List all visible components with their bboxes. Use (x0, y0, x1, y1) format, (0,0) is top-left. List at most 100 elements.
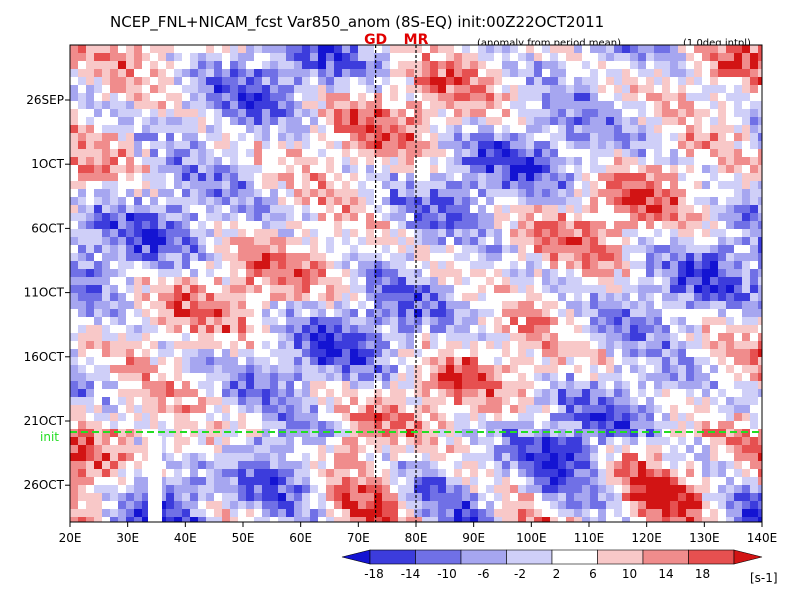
field-cell (558, 221, 567, 230)
field-cell (518, 45, 527, 54)
field-cell (358, 477, 367, 486)
field-cell (478, 277, 487, 286)
field-cell (318, 461, 327, 470)
field-cell (206, 357, 215, 366)
field-cell (486, 493, 495, 502)
field-cell (654, 253, 663, 262)
field-cell (326, 205, 335, 214)
field-cell (646, 493, 655, 502)
field-cell (734, 341, 743, 350)
field-cell (118, 213, 127, 222)
field-cell (326, 85, 335, 94)
field-cell (326, 365, 335, 374)
field-cell (382, 485, 391, 494)
field-cell (286, 477, 295, 486)
field-cell (438, 309, 447, 318)
field-cell (438, 181, 447, 190)
field-cell (718, 341, 727, 350)
field-cell (302, 397, 311, 406)
field-cell (326, 277, 335, 286)
field-cell (262, 93, 271, 102)
field-cell (182, 197, 191, 206)
field-cell (126, 93, 135, 102)
field-cell (478, 229, 487, 238)
field-cell (206, 173, 215, 182)
field-cell (646, 309, 655, 318)
field-cell (230, 157, 239, 166)
field-cell (198, 309, 207, 318)
field-cell (398, 165, 407, 174)
field-cell (86, 341, 95, 350)
field-cell (270, 389, 279, 398)
field-cell (502, 341, 511, 350)
field-cell (150, 245, 159, 254)
field-cell (278, 93, 287, 102)
field-cell (502, 213, 511, 222)
field-cell (286, 261, 295, 270)
field-cell (718, 117, 727, 126)
field-cell (718, 165, 727, 174)
field-cell (446, 389, 455, 398)
field-cell (678, 341, 687, 350)
field-cell (222, 461, 231, 470)
field-cell (422, 325, 431, 334)
field-cell (686, 165, 695, 174)
field-cell (534, 493, 543, 502)
field-cell (342, 325, 351, 334)
field-cell (374, 197, 383, 206)
field-cell (550, 421, 559, 430)
field-cell (126, 301, 135, 310)
field-cell (134, 221, 143, 230)
field-cell (166, 293, 175, 302)
field-cell (606, 245, 615, 254)
field-cell (750, 373, 759, 382)
field-cell (102, 117, 111, 126)
field-cell (406, 133, 415, 142)
field-cell (694, 197, 703, 206)
field-cell (654, 453, 663, 462)
field-cell (118, 301, 127, 310)
field-cell (222, 117, 231, 126)
field-cell (214, 285, 223, 294)
field-cell (590, 85, 599, 94)
field-cell (134, 53, 143, 62)
field-cell (446, 173, 455, 182)
field-cell (662, 301, 671, 310)
field-cell (142, 461, 151, 470)
field-cell (590, 189, 599, 198)
field-cell (422, 277, 431, 286)
field-cell (630, 277, 639, 286)
field-cell (718, 125, 727, 134)
field-cell (350, 333, 359, 342)
field-cell (374, 309, 383, 318)
field-cell (374, 301, 383, 310)
field-cell (70, 93, 79, 102)
field-cell (174, 213, 183, 222)
field-cell (614, 269, 623, 278)
field-cell (246, 45, 255, 54)
field-cell (238, 285, 247, 294)
field-cell (406, 349, 415, 358)
field-cell (310, 109, 319, 118)
field-cell (654, 245, 663, 254)
field-cell (510, 493, 519, 502)
field-cell (710, 141, 719, 150)
field-cell (542, 85, 551, 94)
field-cell (622, 477, 631, 486)
field-cell (134, 397, 143, 406)
field-cell (670, 325, 679, 334)
field-cell (630, 181, 639, 190)
field-cell (326, 413, 335, 422)
field-cell (462, 469, 471, 478)
field-cell (550, 173, 559, 182)
field-cell (702, 61, 711, 70)
field-cell (222, 237, 231, 246)
field-cell (654, 125, 663, 134)
field-cell (374, 237, 383, 246)
field-cell (246, 237, 255, 246)
field-cell (622, 93, 631, 102)
field-cell (382, 397, 391, 406)
field-cell (246, 245, 255, 254)
field-cell (166, 101, 175, 110)
field-cell (414, 445, 423, 454)
